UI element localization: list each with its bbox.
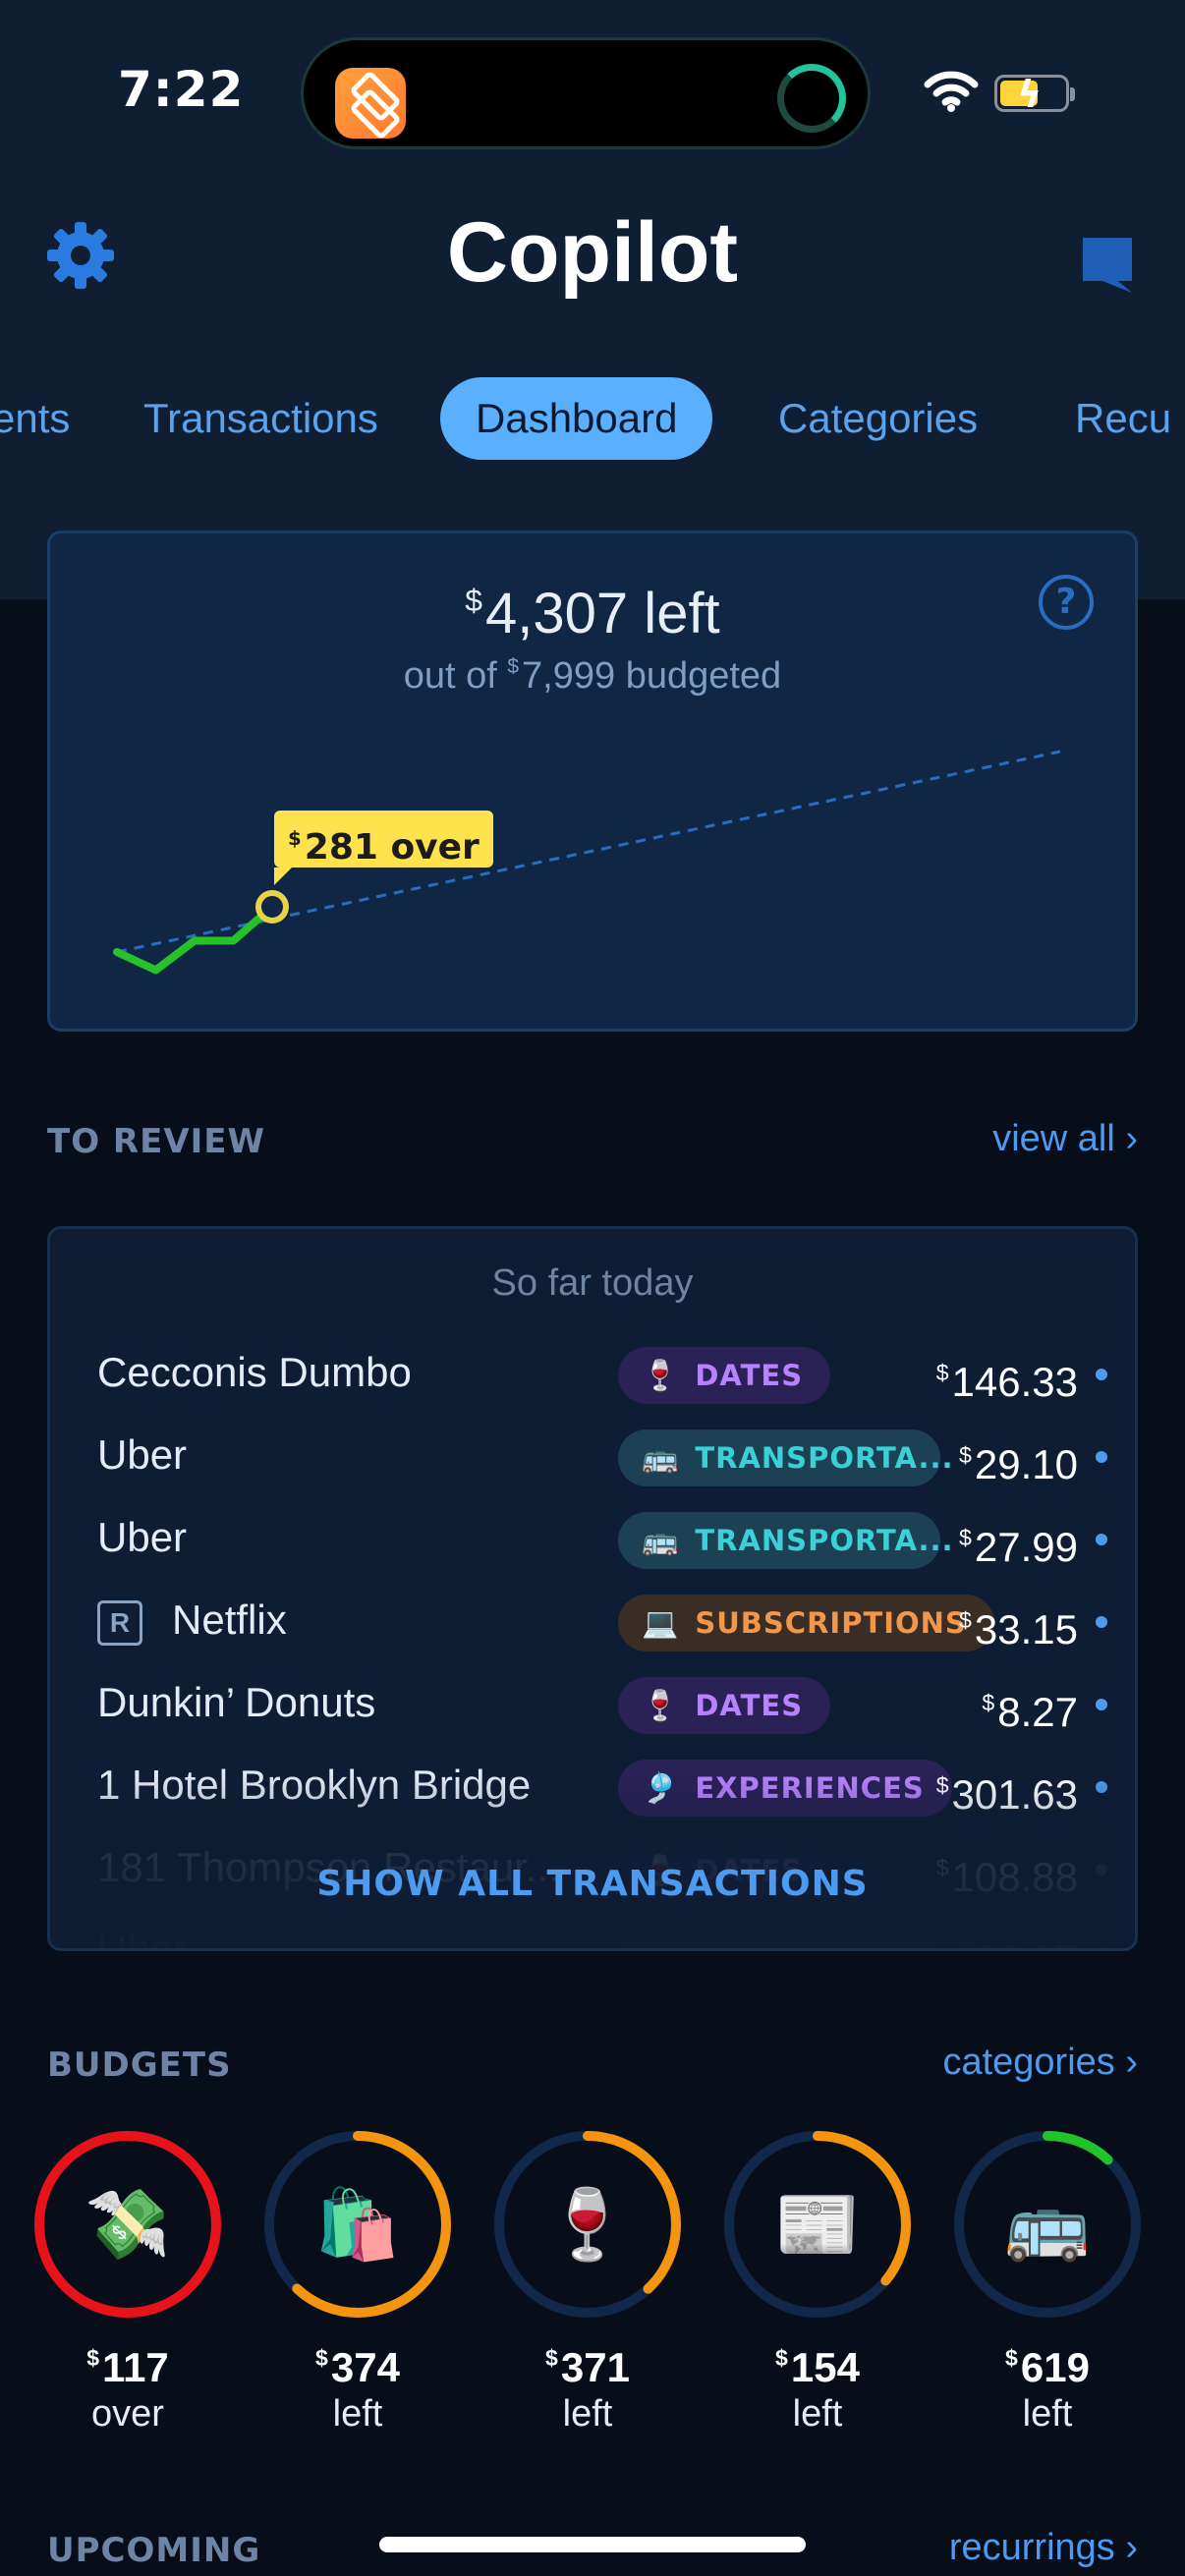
unreviewed-dot xyxy=(1096,1699,1107,1710)
help-icon[interactable]: ? xyxy=(1039,575,1094,630)
unreviewed-dot xyxy=(1096,1616,1107,1628)
amount-left: $4,307 left xyxy=(465,582,720,645)
tab-payments[interactable]: ents xyxy=(0,395,71,441)
budget-state: left xyxy=(1022,2393,1073,2435)
category-pill[interactable]: 🍷DATES xyxy=(618,1347,831,1404)
transaction-amount: $146.33 xyxy=(935,1359,1078,1406)
budget-emoji-icon: 🛍️ xyxy=(314,2184,401,2265)
category-emoji-icon: 🚌 xyxy=(642,1524,680,1558)
over-tooltip: $281 over xyxy=(274,811,493,885)
category-pill[interactable]: 🍷DATES xyxy=(618,1677,831,1734)
tab-transactions[interactable]: Transactions xyxy=(143,395,378,441)
transaction-name: R Netflix xyxy=(97,1579,287,1661)
unreviewed-dot xyxy=(1096,1534,1107,1545)
battery-icon: ϟ xyxy=(994,74,1075,115)
fade-overlay xyxy=(50,1771,1135,1948)
categories-link[interactable]: categories › xyxy=(942,2042,1138,2083)
category-emoji-icon: 🍷 xyxy=(642,1359,680,1393)
shortcuts-app-icon xyxy=(335,68,406,139)
wifi-icon xyxy=(924,71,979,112)
budgeted-total: out of $7,999 budgeted xyxy=(403,655,782,697)
view-all-link[interactable]: view all › xyxy=(992,1118,1138,1159)
budget-state: over xyxy=(91,2393,164,2435)
budget-category[interactable]: 🍷 $371 left xyxy=(489,2126,686,2436)
transaction-name: Uber xyxy=(97,1431,188,1478)
category-emoji-icon: 🍷 xyxy=(642,1689,680,1723)
transaction-row[interactable]: Uber 🚌 TRANSPORTA... $27.99 xyxy=(50,1496,1135,1579)
category-emoji-icon: 🚌 xyxy=(642,1441,680,1476)
budget-category[interactable]: 📰 $154 left xyxy=(719,2126,916,2436)
transaction-amount: $29.10 xyxy=(959,1441,1078,1488)
unreviewed-dot xyxy=(1096,1451,1107,1463)
transaction-row[interactable]: Dunkin’ Donuts 🍷 DATES $8.27 xyxy=(50,1661,1135,1744)
tab-bar: ents Transactions Dashboard Categories R… xyxy=(0,377,1185,460)
budget-amount: $374 xyxy=(315,2344,400,2390)
transaction-amount: $33.15 xyxy=(959,1606,1078,1653)
budget-amount: $154 xyxy=(775,2344,860,2390)
actual-spend-line xyxy=(113,903,276,975)
chat-bubble-icon[interactable] xyxy=(1079,236,1136,295)
dynamic-island[interactable] xyxy=(301,37,871,149)
recurrings-link[interactable]: recurrings › xyxy=(948,2527,1138,2568)
budget-ring: 💸 xyxy=(29,2126,226,2323)
budget-state: left xyxy=(332,2393,383,2435)
budget-ring: 🍷 xyxy=(489,2126,686,2323)
budget-ring: 🛍️ xyxy=(259,2126,456,2323)
app-title: Copilot xyxy=(446,205,739,300)
budget-category[interactable]: 💸 $117 over xyxy=(29,2126,226,2436)
category-pill[interactable]: 🚌TRANSPORTA... xyxy=(618,1512,953,1569)
unreviewed-dot xyxy=(1096,1369,1107,1380)
spending-summary-card[interactable]: $4,307 left out of $7,999 budgeted ? $28… xyxy=(47,531,1138,1032)
category-pill[interactable]: 💻 SUBSCRIPTIONS xyxy=(618,1595,994,1652)
budget-state: left xyxy=(562,2393,613,2435)
budget-emoji-icon: 🍷 xyxy=(544,2184,631,2265)
transaction-name: Cecconis Dumbo xyxy=(97,1349,412,1395)
status-time: 7:22 xyxy=(118,61,245,118)
budget-amount: $371 xyxy=(545,2344,630,2390)
recurring-icon: R xyxy=(97,1599,142,1646)
review-subtitle: So far today xyxy=(491,1262,694,1304)
budget-state: left xyxy=(792,2393,843,2435)
transaction-row[interactable]: Cecconis Dumbo 🍷 DATES $146.33 xyxy=(50,1331,1135,1414)
upcoming-label: UPCOMING xyxy=(47,2531,261,2570)
category-emoji-icon: 💻 xyxy=(642,1606,680,1641)
today-marker xyxy=(255,890,289,924)
transaction-row[interactable]: R Netflix 💻 SUBSCRIPTIONS $33.15 xyxy=(50,1579,1135,1661)
tab-recurrings[interactable]: Recu xyxy=(1075,395,1172,441)
budgets-label: BUDGETS xyxy=(47,2045,232,2085)
transaction-amount: $27.99 xyxy=(959,1524,1078,1571)
tab-dashboard[interactable]: Dashboard xyxy=(440,377,713,460)
budget-ring: 🚌 xyxy=(949,2126,1146,2323)
home-indicator[interactable] xyxy=(379,2537,806,2552)
budget-emoji-icon: 🚌 xyxy=(1004,2184,1091,2265)
to-review-label: TO REVIEW xyxy=(47,1122,266,1161)
budget-ring: 📰 xyxy=(719,2126,916,2323)
budget-category[interactable]: 🚌 $619 left xyxy=(949,2126,1146,2436)
transaction-name: Dunkin’ Donuts xyxy=(97,1679,376,1725)
category-pill[interactable]: 🚌TRANSPORTA... xyxy=(618,1429,953,1486)
progress-ring-icon xyxy=(777,64,846,133)
transaction-row[interactable]: Uber 🚌 TRANSPORTA... $29.10 xyxy=(50,1414,1135,1496)
show-all-transactions-button[interactable]: SHOW ALL TRANSACTIONS xyxy=(316,1864,869,1904)
settings-gear-icon[interactable] xyxy=(45,220,116,291)
budget-amount: $619 xyxy=(1005,2344,1090,2390)
budget-category[interactable]: 🛍️ $374 left xyxy=(259,2126,456,2436)
transaction-amount: $8.27 xyxy=(982,1689,1078,1736)
budget-emoji-icon: 📰 xyxy=(774,2184,861,2265)
transaction-name: Uber xyxy=(97,1514,188,1560)
budget-amount: $117 xyxy=(86,2344,169,2390)
budget-emoji-icon: 💸 xyxy=(85,2184,171,2265)
review-card: So far today Cecconis Dumbo 🍷 DATES $146.33… xyxy=(47,1226,1138,1951)
tab-categories[interactable]: Categories xyxy=(778,395,979,441)
spend-chart xyxy=(113,750,1061,975)
